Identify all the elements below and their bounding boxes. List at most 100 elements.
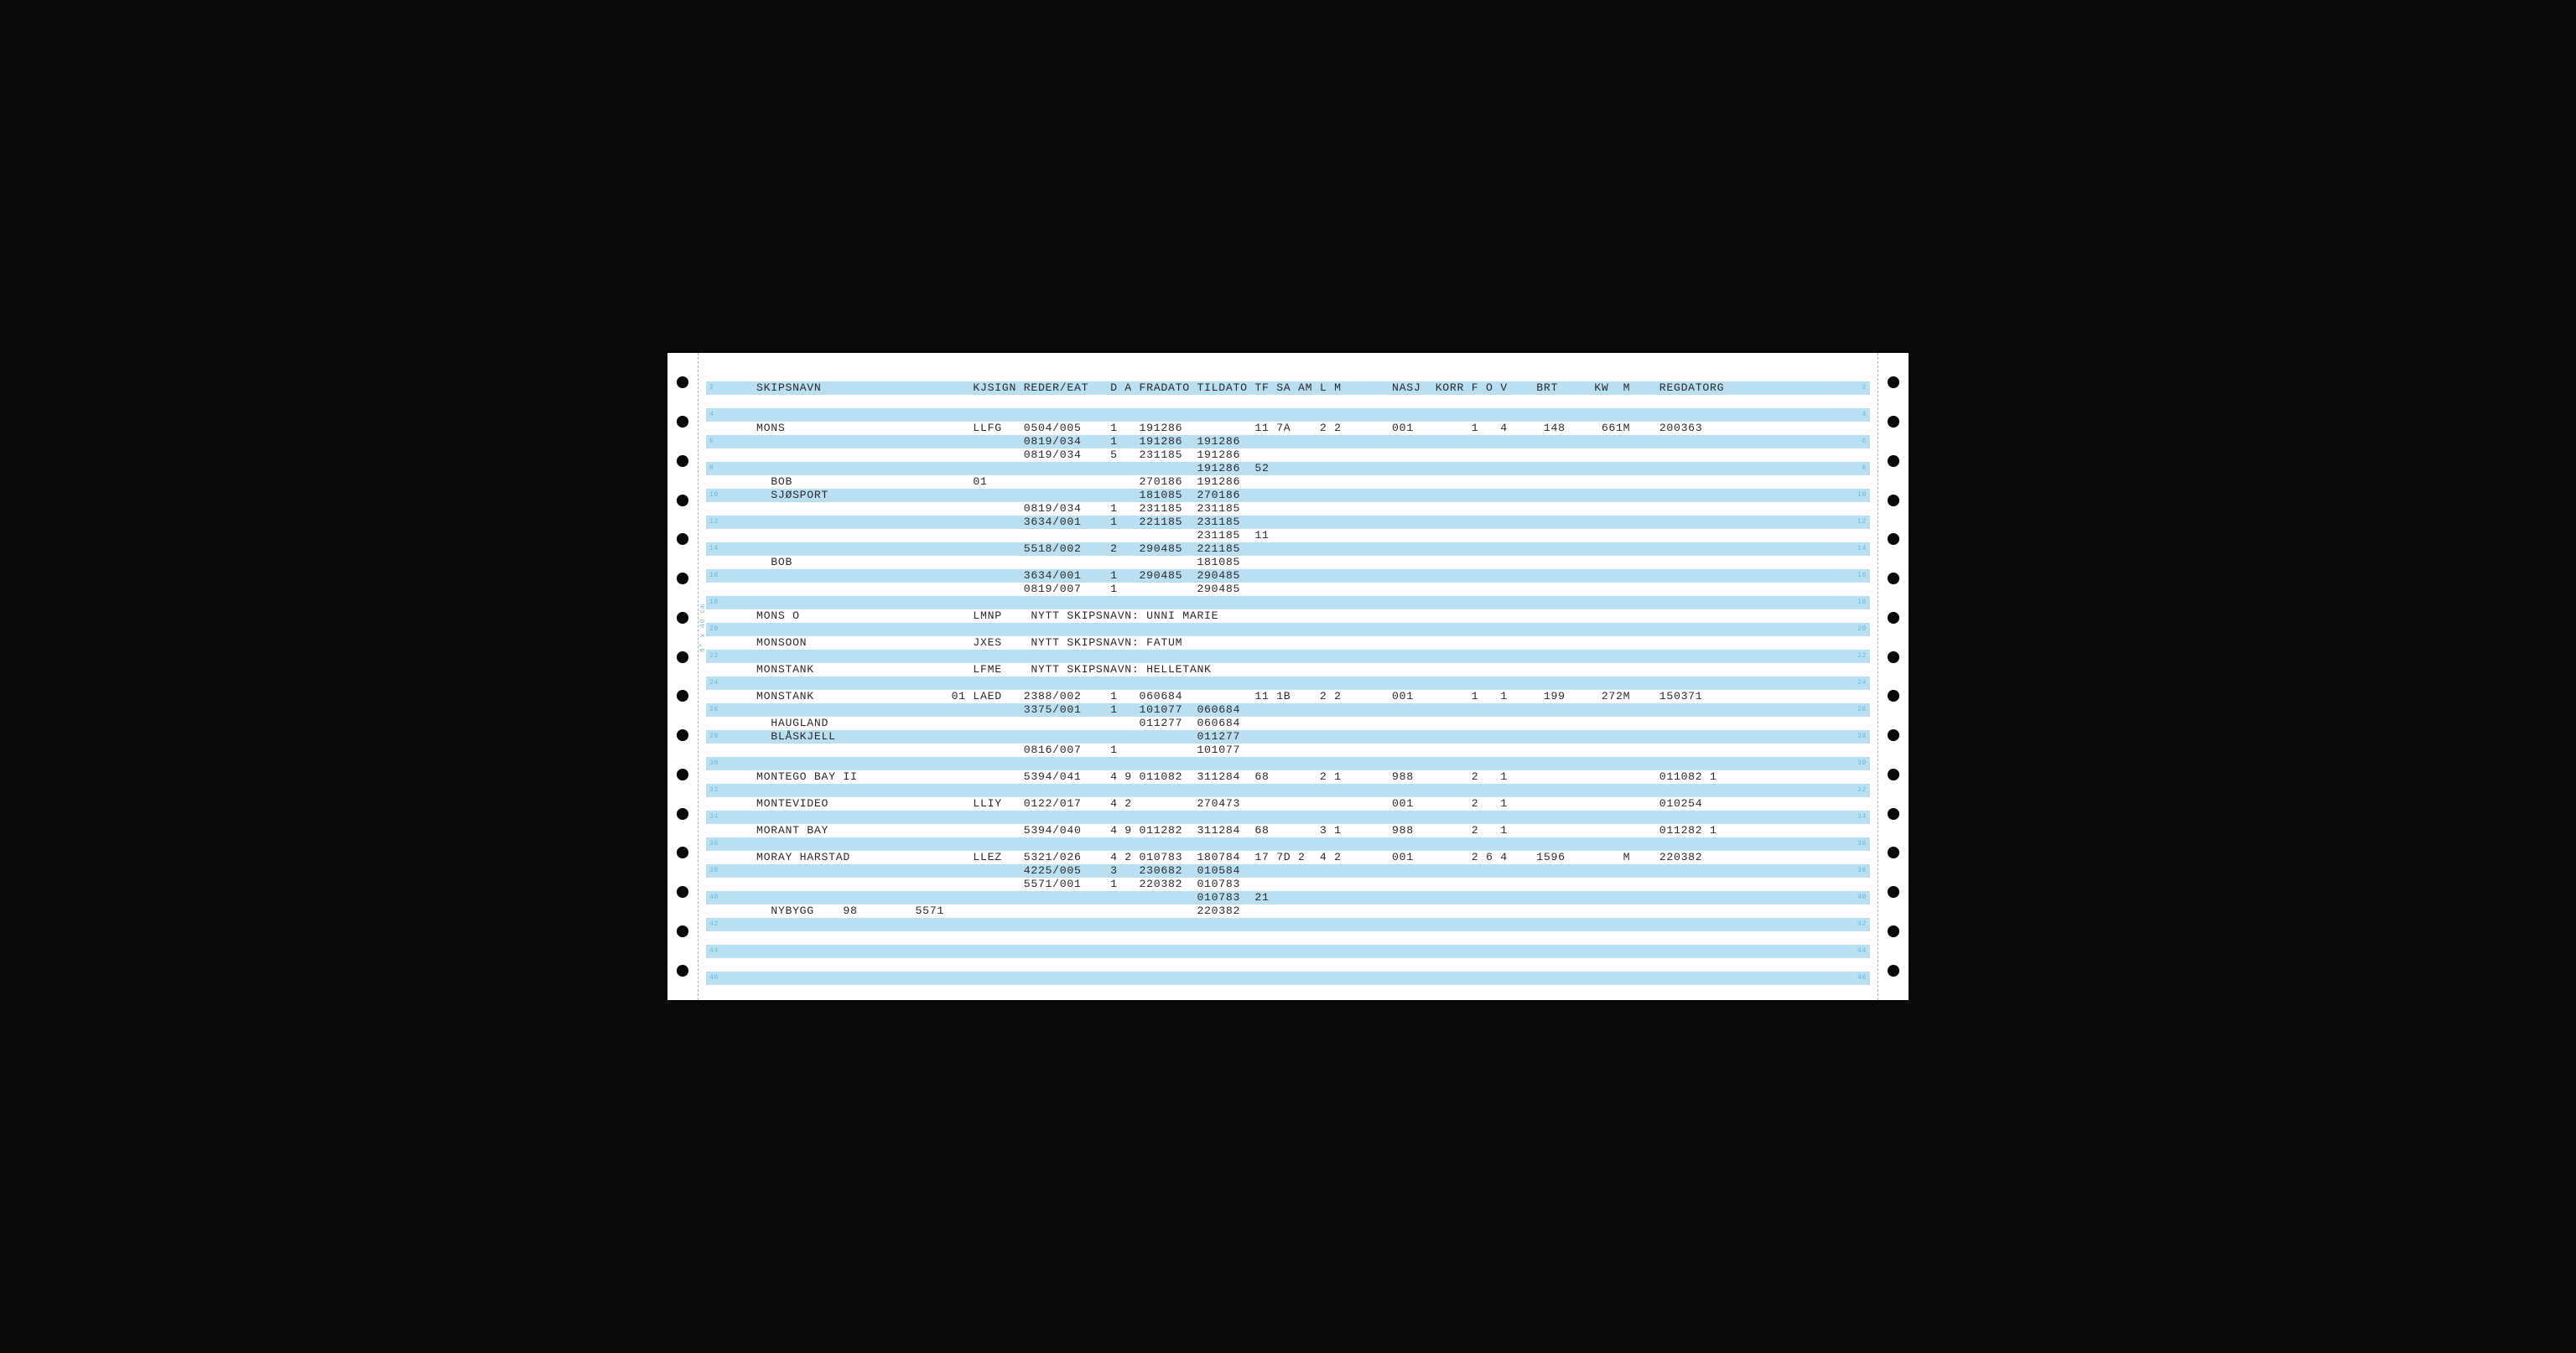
sprocket-hole	[677, 808, 688, 820]
line-number-left: 46	[709, 972, 719, 985]
data-row: MONTEGO BAY II 5394/041 4 9 011082 31128…	[706, 770, 1870, 784]
line-number-right: 8	[1862, 462, 1867, 475]
print-row	[706, 931, 1870, 945]
line-number-left: 28	[709, 730, 719, 744]
print-row: 44	[706, 408, 1870, 422]
sprocket-hole	[677, 495, 688, 506]
row-text: 3375/001 1 101077 060684	[756, 703, 1240, 716]
line-number-right: 32	[1857, 784, 1867, 797]
row-text: NYBYGG 98 5571 220382	[756, 905, 1240, 917]
row-text: 0819/034 5 231185 191286	[756, 448, 1240, 461]
line-number-left: 16	[709, 569, 719, 583]
sprocket-hole	[677, 533, 688, 545]
line-number-left: 20	[709, 623, 719, 636]
row-text: BOB 01 270186 191286	[756, 475, 1240, 488]
data-row: 1414 5518/002 2 290485 221185	[706, 542, 1870, 556]
sprocket-hole	[677, 612, 688, 624]
data-row: 3838 4225/005 3 230682 010584	[706, 864, 1870, 878]
line-number-right: 20	[1857, 623, 1867, 636]
sprocket-hole	[677, 965, 688, 977]
row-text: 191286 52	[756, 462, 1270, 474]
row-text: 0819/034 1 231185 231185	[756, 502, 1240, 515]
print-row	[706, 368, 1870, 381]
line-number-right: 28	[1857, 730, 1867, 744]
row-text: 0816/007 1 101077	[756, 744, 1240, 756]
line-number-left: 10	[709, 489, 719, 502]
row-text: 4225/005 3 230682 010584	[756, 864, 1240, 877]
line-number-right: 4	[1862, 408, 1867, 422]
sprocket-hole	[1888, 573, 1899, 584]
data-row: 2626 3375/001 1 101077 060684	[706, 703, 1870, 717]
data-row: 231185 11	[706, 529, 1870, 542]
line-number-left: 4	[709, 408, 714, 422]
line-number-right: 38	[1857, 864, 1867, 878]
sprocket-hole	[677, 886, 688, 898]
row-text: MONSOON JXES NYTT SKIPSNAVN: FATUM	[756, 636, 1182, 649]
row-text: MORAY HARSTAD LLEZ 5321/026 4 2 010783 1…	[756, 851, 1702, 863]
print-row: 24 24	[706, 676, 1870, 690]
sprocket-hole	[677, 416, 688, 428]
data-row: 66 0819/034 1 191286 191286	[706, 435, 1870, 448]
sprocket-hole	[1888, 729, 1899, 741]
row-text: 5518/002 2 290485 221185	[756, 542, 1240, 555]
print-row	[706, 395, 1870, 408]
line-number-right: 12	[1857, 516, 1867, 529]
print-row: 3636	[706, 837, 1870, 851]
row-text: SJØSPORT 181085 270186	[756, 489, 1240, 501]
line-number-right: 24	[1857, 676, 1867, 690]
sprocket-hole	[677, 729, 688, 741]
print-row: 3434	[706, 811, 1870, 824]
line-number-right: 6	[1862, 435, 1867, 448]
data-row: 12 12 3634/001 1 221185 231185	[706, 516, 1870, 529]
sprocket-hole	[1888, 925, 1899, 937]
print-row: 44 44	[706, 945, 1870, 958]
sprocket-strip-right	[1877, 353, 1909, 1000]
sprocket-hole	[677, 690, 688, 702]
sprocket-hole	[1888, 533, 1899, 545]
line-number-right: 10	[1857, 489, 1867, 502]
print-row: 2020	[706, 623, 1870, 636]
data-row: HAUGLAND 011277 060684	[706, 717, 1870, 730]
line-number-left: 30	[709, 757, 719, 770]
sprocket-hole	[1888, 847, 1899, 858]
print-row: 46 46	[706, 972, 1870, 985]
sprocket-hole	[1888, 416, 1899, 428]
line-number-right: 2	[1862, 381, 1867, 395]
data-row: MONS O LMNP NYTT SKIPSNAVN: UNNI MARIE	[706, 609, 1870, 623]
row-text: MONTEVIDEO LLIY 0122/017 4 2 270473 001 …	[756, 797, 1702, 810]
line-number-left: 24	[709, 676, 719, 690]
line-number-left: 12	[709, 516, 719, 529]
line-number-left: 36	[709, 837, 719, 851]
line-number-left: 8	[709, 462, 714, 475]
row-text: MONSTANK 01 LAED 2388/002 1 060684 11 1B…	[756, 690, 1702, 702]
line-number-right: 44	[1857, 945, 1867, 958]
sprocket-hole	[1888, 965, 1899, 977]
data-row: 4040 010783 21	[706, 891, 1870, 905]
line-number-right: 18	[1857, 596, 1867, 609]
row-text: 3634/001 1 221185 231185	[756, 516, 1240, 528]
data-row: 5571/001 1 220382 010783	[706, 878, 1870, 891]
print-row: 3232	[706, 784, 1870, 797]
data-row: MONSOON JXES NYTT SKIPSNAVN: FATUM	[706, 636, 1870, 650]
line-number-left: 26	[709, 703, 719, 717]
sprocket-hole	[677, 769, 688, 780]
line-number-left: 44	[709, 945, 719, 958]
line-number-left: 34	[709, 811, 719, 824]
line-number-left: 2	[709, 381, 714, 395]
line-number-right: 46	[1857, 972, 1867, 985]
sprocket-hole	[677, 847, 688, 858]
sprocket-hole	[1888, 886, 1899, 898]
data-row: NYBYGG 98 5571 220382	[706, 905, 1870, 918]
printout-content: 22SKIPSNAVN KJSIGN REDER/EAT D A FRADATO…	[706, 368, 1870, 985]
continuous-form-paper: 8" x 40 cm 22SKIPSNAVN KJSIGN REDER/EAT …	[667, 353, 1909, 1000]
line-number-right: 42	[1857, 918, 1867, 931]
line-number-left: 40	[709, 891, 719, 905]
sprocket-hole	[1888, 769, 1899, 780]
data-row: MONTEVIDEO LLIY 0122/017 4 2 270473 001 …	[706, 797, 1870, 811]
row-text: 231185 11	[756, 529, 1270, 542]
sprocket-hole	[1888, 612, 1899, 624]
line-number-left: 6	[709, 435, 714, 448]
sprocket-hole	[1888, 495, 1899, 506]
data-row: BOB 181085	[706, 556, 1870, 569]
line-number-right: 40	[1857, 891, 1867, 905]
